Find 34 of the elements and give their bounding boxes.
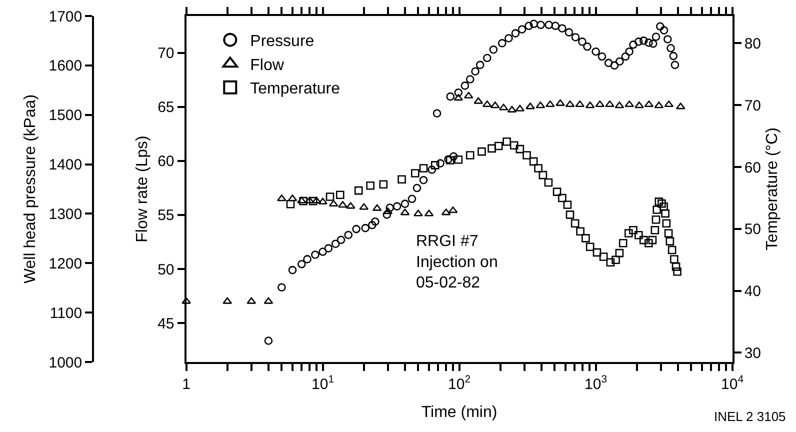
- y3-axis-title: Temperature (°C): [764, 128, 782, 250]
- y-tick-label: 1100: [50, 304, 82, 322]
- annotation: RRGI #7 Injection on 05-02-82: [416, 233, 498, 292]
- y2-tick-label: 70: [158, 45, 174, 62]
- x-axis-title: Time (min): [421, 404, 498, 422]
- y3-tick-label: 40: [744, 283, 762, 300]
- y3-tick-label: 50: [744, 221, 762, 238]
- y2-tick-label: 50: [158, 261, 174, 278]
- x-tick-label: 10$^{4}$: [721, 374, 744, 393]
- y3-tick-label: 60: [744, 159, 762, 176]
- y2-tick-label: 45: [158, 315, 174, 332]
- y-tick-label: 1700: [48, 8, 82, 26]
- y2-tick-label: 65: [158, 99, 174, 116]
- y-tick-label: 1400: [48, 156, 82, 174]
- y2-tick-label: 55: [158, 207, 174, 224]
- y-tick-label: 1200: [48, 255, 82, 272]
- y2-axis-title: Flow rate (Lps): [134, 136, 151, 242]
- x-tick-label: 10$^{3}$: [584, 374, 608, 393]
- x-tick-label: 10$^{1}$: [312, 374, 334, 393]
- y3-tick-label: 30: [744, 344, 762, 362]
- y-tick-label: 1500: [48, 107, 82, 124]
- y-tick-label: 1300: [48, 206, 82, 223]
- y-tick-label: 1000: [48, 354, 82, 372]
- y-tick-label: 1600: [48, 58, 82, 75]
- y2-tick-label: 60: [158, 153, 174, 170]
- x-tick-label: 1: [182, 376, 190, 393]
- y3-tick-label: 70: [744, 97, 762, 114]
- y3-tick-label: 80: [744, 35, 762, 52]
- x-tick-label: 10$^{2}$: [448, 374, 471, 393]
- text: INEL 2 3105: [714, 409, 786, 424]
- legend-label: Flow: [250, 56, 284, 74]
- y-axis-title: Well head pressure (kPaa): [22, 94, 40, 284]
- legend-label: Pressure: [250, 33, 314, 50]
- legend-label: Temperature: [250, 80, 340, 98]
